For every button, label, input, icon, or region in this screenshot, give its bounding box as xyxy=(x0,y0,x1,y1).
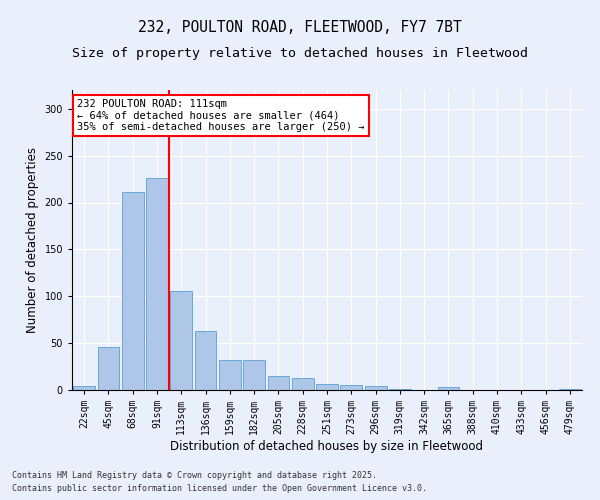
Text: 232 POULTON ROAD: 111sqm
← 64% of detached houses are smaller (464)
35% of semi-: 232 POULTON ROAD: 111sqm ← 64% of detach… xyxy=(77,99,365,132)
Bar xyxy=(170,290,192,390)
X-axis label: Distribution of detached houses by size in Fleetwood: Distribution of detached houses by size … xyxy=(170,440,484,453)
Text: Size of property relative to detached houses in Fleetwood: Size of property relative to detached ho… xyxy=(72,48,528,60)
Bar xyxy=(219,360,241,390)
Text: Contains public sector information licensed under the Open Government Licence v3: Contains public sector information licen… xyxy=(12,484,427,493)
Bar xyxy=(97,347,119,390)
Bar xyxy=(316,384,338,390)
Bar xyxy=(437,387,460,390)
Bar xyxy=(365,386,386,390)
Bar xyxy=(243,360,265,390)
Bar xyxy=(559,389,581,390)
Bar xyxy=(122,192,143,390)
Bar xyxy=(146,178,168,390)
Bar xyxy=(73,386,95,390)
Bar xyxy=(292,378,314,390)
Bar xyxy=(340,386,362,390)
Bar xyxy=(194,331,217,390)
Bar xyxy=(389,389,411,390)
Text: Contains HM Land Registry data © Crown copyright and database right 2025.: Contains HM Land Registry data © Crown c… xyxy=(12,470,377,480)
Y-axis label: Number of detached properties: Number of detached properties xyxy=(26,147,39,333)
Text: 232, POULTON ROAD, FLEETWOOD, FY7 7BT: 232, POULTON ROAD, FLEETWOOD, FY7 7BT xyxy=(138,20,462,35)
Bar xyxy=(268,376,289,390)
